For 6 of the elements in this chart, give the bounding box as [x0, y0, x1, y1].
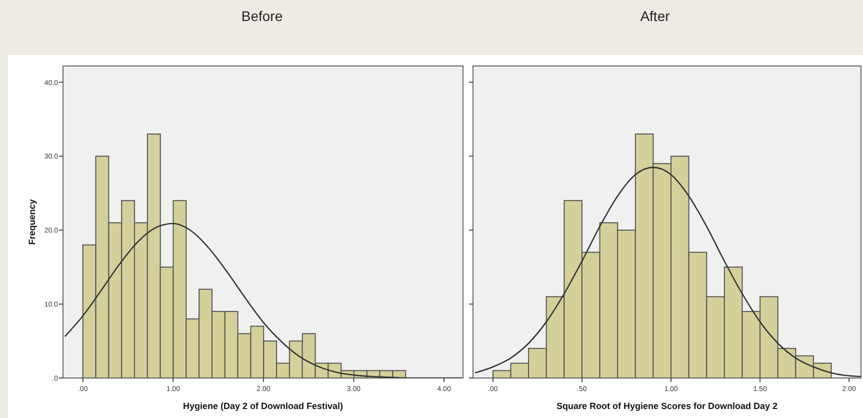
line-series [64, 222, 463, 378]
chart-title: After [640, 8, 670, 24]
x-axis-title: Square Root of Hygiene Scores for Download Day 2 [556, 401, 778, 411]
x-axis-title: Hygiene (Day 2 of Download Festival) [182, 401, 344, 411]
chart-title: Before [241, 8, 283, 24]
y-axis-title: Frequency [27, 199, 37, 245]
